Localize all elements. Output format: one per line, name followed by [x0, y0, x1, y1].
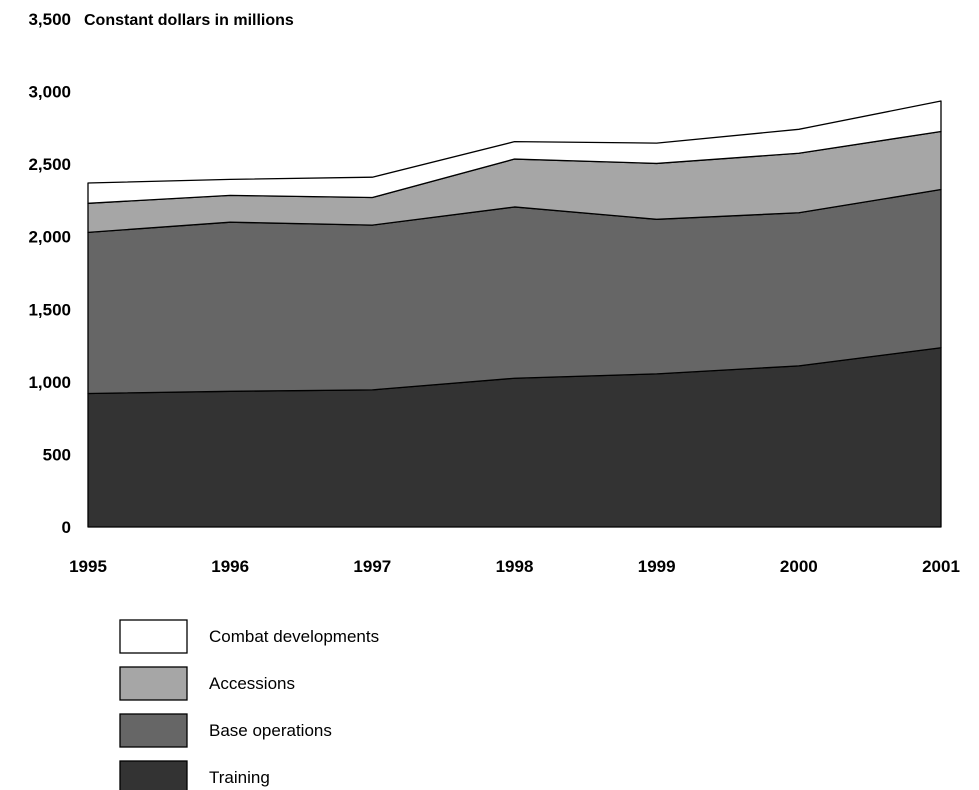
legend: Combat developments Accessions Base operat…: [119, 619, 379, 790]
x-tick-label: 1997: [353, 557, 391, 576]
y-tick-label: 3,500: [28, 10, 71, 29]
area-combat-developments: [87, 100, 942, 204]
legend-swatch-training: [119, 760, 188, 790]
area-layers: [87, 100, 942, 528]
y-tick-label: 1,500: [28, 300, 71, 319]
x-tick-label: 1995: [69, 557, 107, 576]
legend-label-accessions: Accessions: [209, 674, 295, 693]
y-tick-label: 500: [43, 445, 71, 464]
legend-swatch-accessions: [119, 666, 188, 701]
x-axis-ticks: 1995 1996 1997 1998 1999 2000 2001: [69, 557, 960, 576]
x-tick-label: 1998: [496, 557, 534, 576]
chart-title: Constant dollars in millions: [84, 12, 294, 29]
x-tick-label: 2000: [780, 557, 818, 576]
x-tick-label: 1996: [211, 557, 249, 576]
legend-label-combat-developments: Combat developments: [209, 627, 379, 646]
y-tick-label: 0: [62, 518, 71, 537]
y-tick-label: 2,500: [28, 155, 71, 174]
y-tick-label: 1,000: [28, 373, 71, 392]
y-tick-label: 3,000: [28, 83, 71, 102]
legend-label-base-operations: Base operations: [209, 721, 332, 740]
legend-swatch-base-operations: [119, 713, 188, 748]
x-tick-label: 1999: [638, 557, 676, 576]
y-axis-ticks: 0 500 1,000 1,500 2,000 2,500 3,000 3,500: [28, 10, 71, 537]
y-tick-label: 2,000: [28, 228, 71, 247]
x-tick-label: 2001: [922, 557, 960, 576]
legend-label-training: Training: [209, 768, 270, 787]
legend-swatch-combat-developments: [119, 619, 188, 654]
